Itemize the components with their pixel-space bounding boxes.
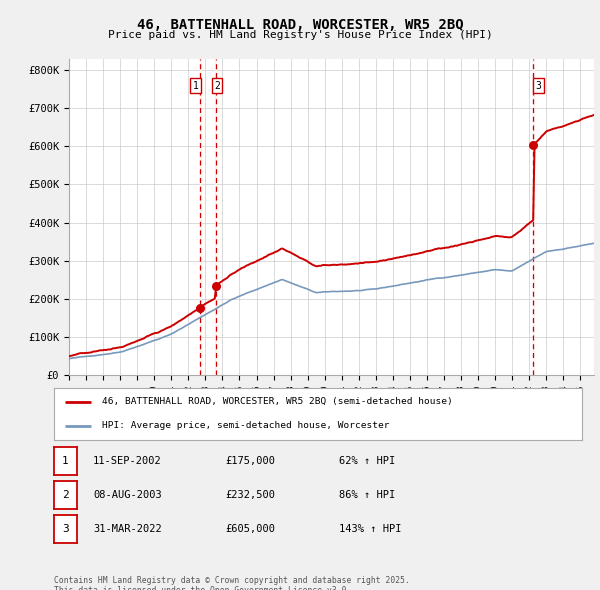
Text: Price paid vs. HM Land Registry's House Price Index (HPI): Price paid vs. HM Land Registry's House … — [107, 30, 493, 40]
Text: Contains HM Land Registry data © Crown copyright and database right 2025.
This d: Contains HM Land Registry data © Crown c… — [54, 576, 410, 590]
Text: £605,000: £605,000 — [225, 524, 275, 534]
Text: 3: 3 — [62, 524, 69, 534]
Text: 31-MAR-2022: 31-MAR-2022 — [93, 524, 162, 534]
Text: 86% ↑ HPI: 86% ↑ HPI — [339, 490, 395, 500]
Bar — [215, 59, 217, 375]
Bar — [533, 59, 534, 375]
Bar — [200, 59, 201, 375]
Text: 1: 1 — [193, 81, 199, 91]
Text: 62% ↑ HPI: 62% ↑ HPI — [339, 456, 395, 466]
Text: 2: 2 — [62, 490, 69, 500]
Text: 46, BATTENHALL ROAD, WORCESTER, WR5 2BQ: 46, BATTENHALL ROAD, WORCESTER, WR5 2BQ — [137, 18, 463, 32]
Text: 11-SEP-2002: 11-SEP-2002 — [93, 456, 162, 466]
Text: £175,000: £175,000 — [225, 456, 275, 466]
Text: £232,500: £232,500 — [225, 490, 275, 500]
Text: 2: 2 — [214, 81, 220, 91]
Text: 3: 3 — [536, 81, 541, 91]
Text: 08-AUG-2003: 08-AUG-2003 — [93, 490, 162, 500]
Text: 46, BATTENHALL ROAD, WORCESTER, WR5 2BQ (semi-detached house): 46, BATTENHALL ROAD, WORCESTER, WR5 2BQ … — [101, 397, 452, 406]
Text: HPI: Average price, semi-detached house, Worcester: HPI: Average price, semi-detached house,… — [101, 421, 389, 430]
Text: 1: 1 — [62, 456, 69, 466]
Text: 143% ↑ HPI: 143% ↑ HPI — [339, 524, 401, 534]
